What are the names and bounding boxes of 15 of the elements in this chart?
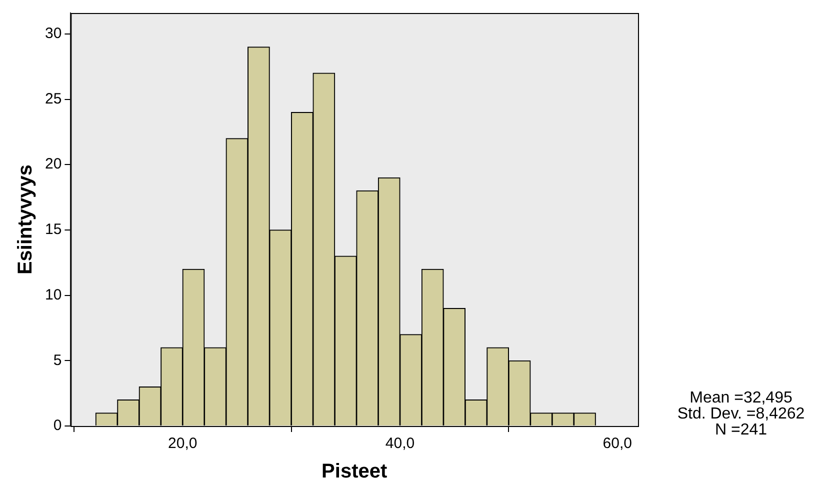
y-tick-label: 15 xyxy=(44,221,62,238)
y-tick-label: 25 xyxy=(44,90,62,108)
text: N =241 xyxy=(714,421,768,438)
y-axis-title: Esiintyvyys xyxy=(14,164,37,275)
y-tick-label: 20 xyxy=(44,156,62,173)
y-tick-label: 5 xyxy=(53,352,62,369)
x-axis-title: Pisteet xyxy=(322,460,388,483)
text: Mean =32,495 xyxy=(690,389,792,406)
x-tick-label: 20,0 xyxy=(168,435,198,452)
y-tick-label: 10 xyxy=(44,286,62,304)
y-tick-label: 30 xyxy=(44,25,62,42)
y-tick-label: 0 xyxy=(53,417,62,434)
x-tick-label: 40,0 xyxy=(385,435,415,452)
x-tick-label: 60,0 xyxy=(602,435,632,452)
text: Std. Dev. =8,4262 xyxy=(677,405,805,422)
